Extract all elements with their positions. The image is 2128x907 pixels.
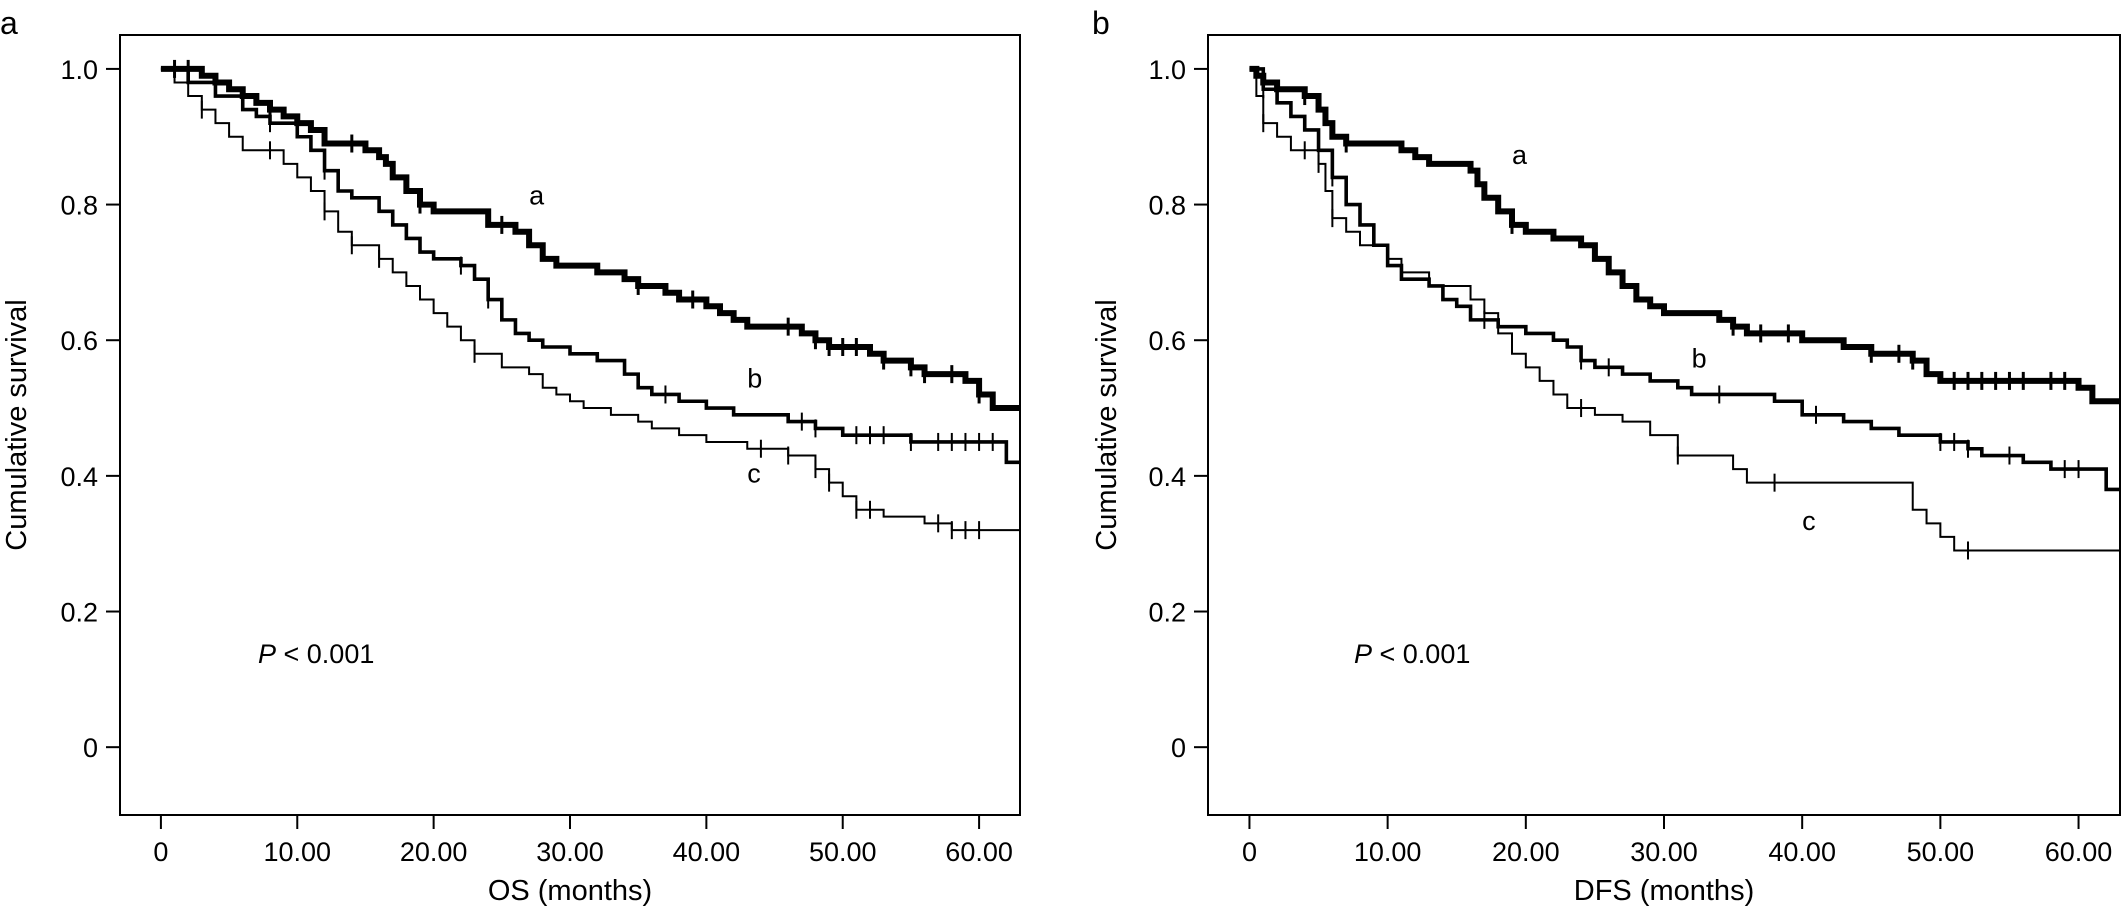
y-tick-label: 1.0 [1148, 55, 1186, 85]
x-tick-label: 30.00 [1630, 837, 1698, 867]
survival-curve-b [160, 67, 1020, 465]
panel-a-letter: a [0, 5, 18, 41]
panel-a-curves [160, 59, 1020, 540]
panel-a-plot-frame [119, 34, 1021, 816]
x-tick-label: 10.00 [1354, 837, 1422, 867]
survival-curve-b [1249, 67, 2120, 492]
panel-b-y-ticks: 0 0.2 0.4 0.6 0.8 1.0 [1148, 55, 1208, 763]
survival-curve-c [1249, 67, 2120, 552]
panel-a-y-ticks: 0 0.2 0.4 0.6 0.8 1.0 [60, 55, 120, 763]
survival-curve-c [160, 67, 1020, 532]
y-tick-label: 0.6 [1148, 326, 1186, 356]
panel-b-x-ticks: 0 10.00 20.00 30.00 40.00 50.00 60.00 [1242, 815, 2112, 867]
y-tick-label: 0.4 [60, 462, 98, 492]
panel-b-p-symbol: P [1354, 639, 1372, 669]
y-tick-label: 0 [83, 733, 98, 763]
x-tick-label: 0 [1242, 837, 1257, 867]
panel-a: a Cumulative survival OS (months) P < 0.… [0, 5, 1021, 907]
y-tick-label: 0.6 [60, 326, 98, 356]
curve-label-a: a [529, 181, 545, 211]
x-tick-label: 40.00 [673, 837, 741, 867]
panel-b-curves [1249, 65, 2120, 560]
x-tick-label: 50.00 [1907, 837, 1975, 867]
x-tick-label: 20.00 [1492, 837, 1560, 867]
x-tick-label: 30.00 [536, 837, 604, 867]
curve-label-a: a [1512, 140, 1528, 170]
panel-a-x-axis-label: OS (months) [488, 875, 652, 907]
y-tick-label: 0.8 [60, 191, 98, 221]
curve-label-b: b [747, 364, 762, 394]
panel-b-letter: b [1092, 5, 1110, 41]
panel-b-p-value: P < 0.001 [1354, 639, 1470, 669]
x-tick-label: 60.00 [2045, 837, 2113, 867]
y-tick-label: 0.4 [1148, 462, 1186, 492]
panel-b-y-axis-label: Cumulative survival [1091, 299, 1123, 550]
x-tick-label: 50.00 [809, 837, 877, 867]
y-tick-label: 1.0 [60, 55, 98, 85]
x-tick-label: 0 [153, 837, 168, 867]
survival-curve-a [1249, 65, 2120, 405]
panel-b-curve-labels: a b c [1512, 140, 1816, 536]
panel-a-x-ticks: 0 10.00 20.00 30.00 40.00 50.00 60.00 [153, 815, 1013, 867]
curve-label-b: b [1692, 343, 1707, 373]
x-tick-label: 10.00 [263, 837, 331, 867]
panel-b-p-text: < 0.001 [1372, 639, 1470, 669]
x-tick-label: 40.00 [1768, 837, 1836, 867]
x-tick-label: 20.00 [400, 837, 468, 867]
panel-a-curve-labels: a b c [529, 181, 762, 489]
panel-a-y-axis-label: Cumulative survival [1, 299, 33, 550]
x-tick-label: 60.00 [945, 837, 1013, 867]
curve-label-c: c [1802, 506, 1816, 536]
y-tick-label: 0.2 [60, 598, 98, 628]
panel-a-p-symbol: P [258, 639, 276, 669]
y-tick-label: 0.2 [1148, 598, 1186, 628]
panel-a-p-value: P < 0.001 [258, 639, 374, 669]
panel-b: b Cumulative survival DFS (months) P < 0… [1091, 5, 2121, 907]
curve-label-c: c [747, 459, 761, 489]
y-tick-label: 0.8 [1148, 191, 1186, 221]
y-tick-label: 0 [1171, 733, 1186, 763]
survival-curve-a [160, 65, 1020, 412]
panel-b-x-axis-label: DFS (months) [1574, 875, 1754, 907]
panel-a-p-text: < 0.001 [276, 639, 374, 669]
